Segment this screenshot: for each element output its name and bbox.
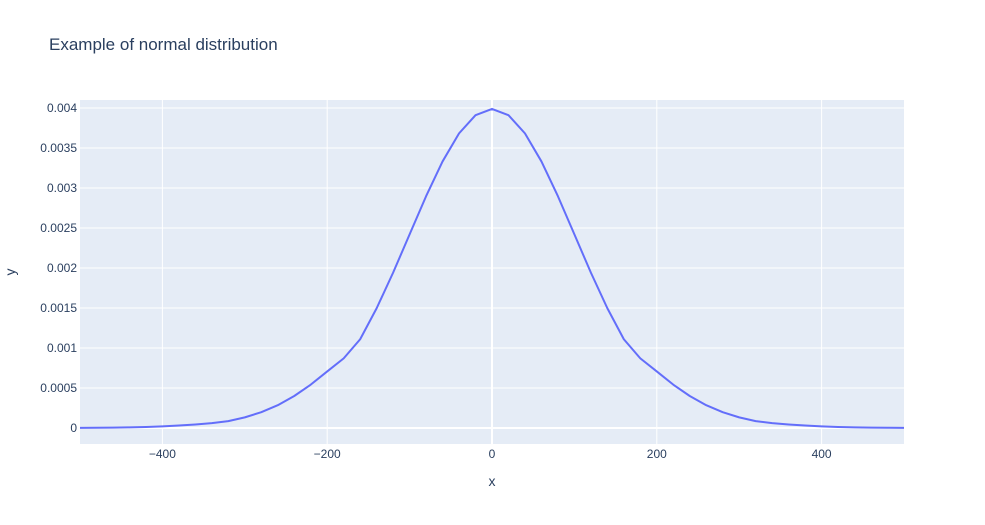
x-tick-label: −400 bbox=[149, 447, 176, 461]
y-tick-label: 0.003 bbox=[47, 181, 77, 195]
chart-title: Example of normal distribution bbox=[49, 35, 278, 54]
y-axis-ticks: 0 0.0005 0.001 0.0015 0.002 0.0025 0.003 0.0035… bbox=[40, 101, 77, 435]
x-tick-label: 0 bbox=[489, 447, 496, 461]
y-tick-label: 0.004 bbox=[47, 101, 77, 115]
y-tick-label: 0 bbox=[70, 421, 77, 435]
zero-lines bbox=[80, 100, 904, 444]
x-tick-label: −200 bbox=[314, 447, 341, 461]
y-tick-label: 0.002 bbox=[47, 261, 77, 275]
y-tick-label: 0.0025 bbox=[40, 221, 77, 235]
x-tick-label: 400 bbox=[812, 447, 832, 461]
y-axis-title: y bbox=[2, 269, 18, 276]
x-tick-label: 200 bbox=[647, 447, 667, 461]
y-tick-label: 0.0035 bbox=[40, 141, 77, 155]
y-tick-label: 0.001 bbox=[47, 341, 77, 355]
series-line bbox=[79, 107, 905, 429]
x-axis-ticks: −400 −200 0 200 400 bbox=[149, 447, 832, 461]
y-tick-label: 0.0005 bbox=[40, 381, 77, 395]
y-tick-label: 0.0015 bbox=[40, 301, 77, 315]
x-axis-title: x bbox=[489, 473, 496, 489]
series-layer bbox=[79, 107, 905, 429]
